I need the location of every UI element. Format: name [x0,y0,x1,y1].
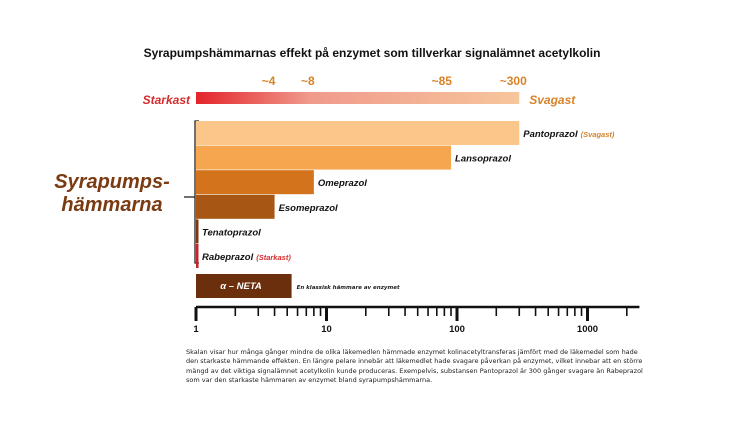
bar-rabeprazol [196,244,199,268]
bar-omeprazol [196,170,314,195]
scale-left-label: Starkast [143,93,191,107]
axis-tick-label: 10 [321,324,332,335]
bar-label-note: (Svagast) [581,130,615,139]
bar-label: Tenatoprazol [202,227,261,238]
bar-label: Pantoprazol (Svagast) [523,129,615,140]
axis-tick-label: 100 [449,324,465,335]
scale-right-label: Svagast [529,93,576,107]
bars: Pantoprazol (Svagast) Lansoprazol Omeprazol… [196,121,615,298]
bar-label-name: Pantoprazol [523,129,578,140]
scale-marker: ~8 [301,74,315,88]
bar-label-name: Esomeprazol [279,203,338,214]
drug-group: Syrapumps-hämmarna [54,120,199,264]
scale-gradient-bar [196,92,520,104]
bar-label-name: Lansoprazol [455,154,511,165]
bar-tenatoprazol [196,219,199,244]
reference-bar-annotation: En klassisk hämmare av enzymet [297,285,400,291]
axis-tick-label: 1 [193,324,199,335]
reference-bar-label: α – NETA [220,281,262,292]
reference-bar [196,274,292,298]
group-label-line: hämmarna [61,194,162,216]
bar-pantoprazol [196,121,520,145]
bar-label-note: (Starkast) [256,253,291,262]
scale-marker: ~85 [432,74,453,88]
bar-label: Rabeprazol (Starkast) [202,252,291,263]
bar-label-name: Rabeprazol [202,252,254,263]
bar-label-name: Tenatoprazol [202,227,261,238]
strength-scale: Starkast Svagast ~4 ~8 ~85 ~300 [143,74,577,107]
bar-esomeprazol [196,194,275,219]
axis-tick-label: 1000 [577,324,598,335]
caption: Skalan visar hur många gånger mindre de … [186,348,643,385]
bar-label: Omeprazol [318,178,367,189]
scale-marker: ~4 [262,74,276,88]
group-label-line: Syrapumps- [54,171,170,193]
bar-label-name: Omeprazol [318,178,367,189]
x-axis: 1 10 100 1000 [193,305,640,335]
bar-label: Lansoprazol [455,154,511,165]
bar-label: Esomeprazol [279,203,338,214]
bar-lansoprazol [196,145,452,170]
scale-marker: ~300 [500,74,527,88]
chart-title: Syrapumpshämmarnas effekt på enzymet som… [144,46,601,60]
